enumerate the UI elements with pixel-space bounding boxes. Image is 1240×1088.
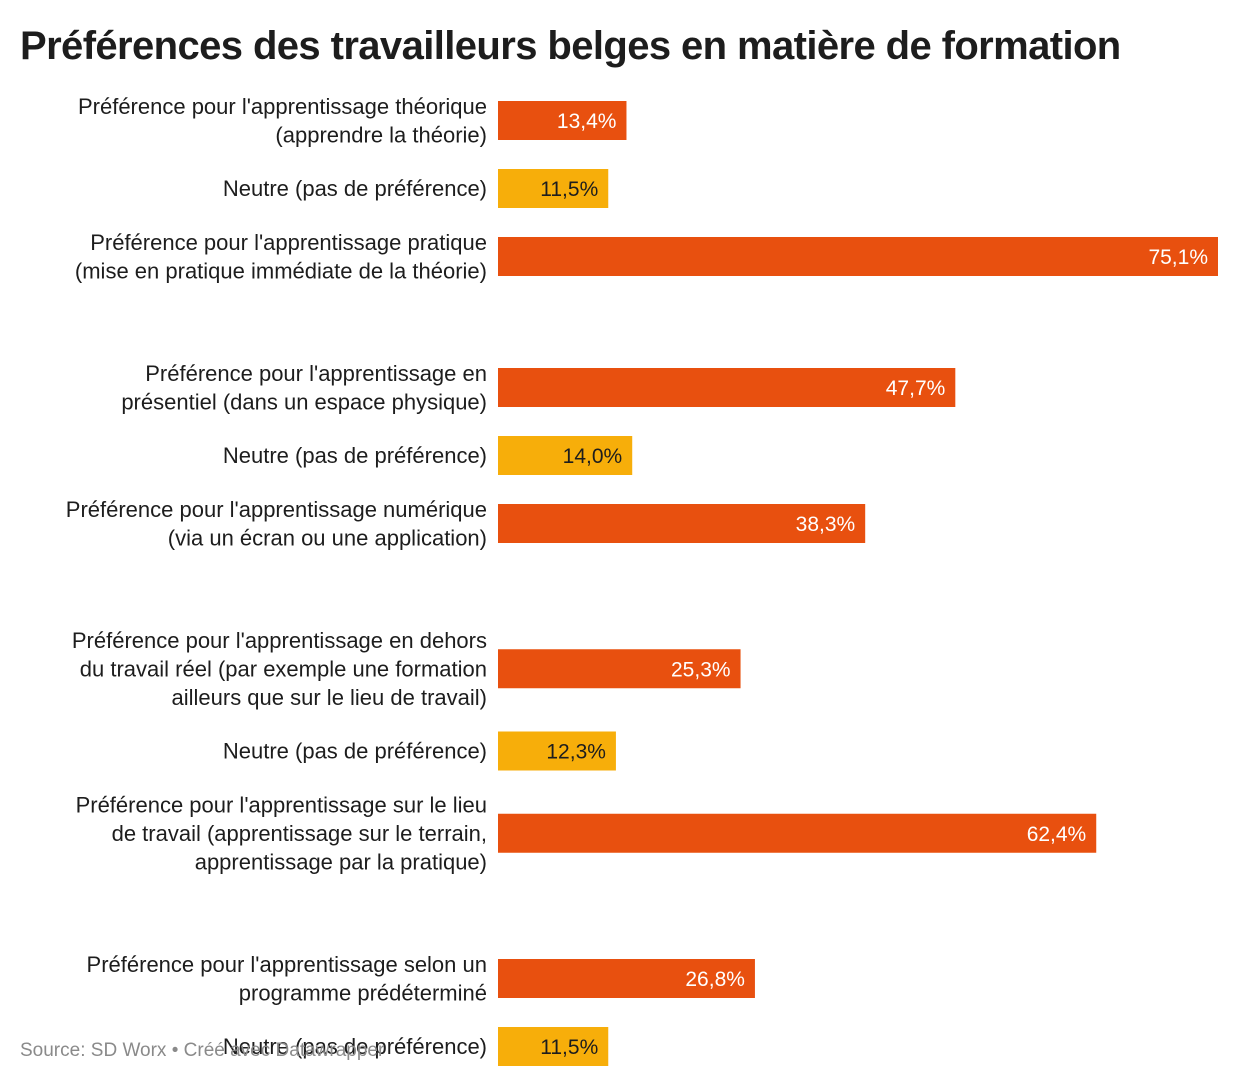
category-label: Neutre (pas de préférence) xyxy=(223,1034,487,1059)
category-label-line: Préférence pour l'apprentissage selon un xyxy=(87,952,487,977)
category-label-line: de travail (apprentissage sur le terrain… xyxy=(112,821,487,846)
category-label-line: ailleurs que sur le lieu de travail) xyxy=(172,685,488,710)
bar-preference xyxy=(498,368,956,407)
footer-separator: • xyxy=(171,1040,179,1061)
bar-neutre xyxy=(498,731,616,771)
category-label: Préférence pour l'apprentissage selon un… xyxy=(87,952,487,1006)
category-label-line: Préférence pour l'apprentissage sur le l… xyxy=(76,792,487,817)
bar-group: Préférence pour l'apprentissage en présen… xyxy=(66,361,956,551)
value-label: 14,0% xyxy=(563,445,623,468)
category-label: Préférence pour l'apprentissage théoriqu… xyxy=(78,94,487,148)
category-label-line: Neutre (pas de préférence) xyxy=(223,1034,487,1059)
category-label-line: Préférence pour l'apprentissage en dehor… xyxy=(72,628,487,653)
category-label-line: (mise en pratique immédiate de la théori… xyxy=(75,258,487,283)
source-label: Source: xyxy=(20,1040,86,1061)
bar-preference xyxy=(498,959,755,998)
value-label: 11,5% xyxy=(540,1036,598,1059)
chart-footer: Source: SD Worx • Créé avec Datawrapper xyxy=(20,1040,384,1062)
source-name: SD Worx xyxy=(90,1040,167,1061)
category-label-line: Préférence pour l'apprentissage en xyxy=(145,361,487,386)
value-label: 25,3% xyxy=(671,658,731,681)
value-label: 38,3% xyxy=(796,513,856,536)
value-label: 11,5% xyxy=(540,178,598,201)
chart-title: Préférences des travailleurs belges en m… xyxy=(20,24,1121,68)
bar-preference xyxy=(498,101,627,140)
bar-preference xyxy=(498,813,1097,853)
value-label: 26,8% xyxy=(685,968,745,991)
category-label-line: Préférence pour l'apprentissage pratique xyxy=(90,230,487,255)
bar-neutre xyxy=(498,436,633,475)
bar-neutre xyxy=(498,1027,609,1066)
category-label: Préférence pour l'apprentissage en présen… xyxy=(121,361,487,415)
category-label-line: (via un écran ou une application) xyxy=(168,525,487,550)
bar-group: Préférence pour l'apprentissage théoriqu… xyxy=(75,94,1218,284)
category-label-line: Préférence pour l'apprentissage numériqu… xyxy=(66,497,487,522)
bar-preference xyxy=(498,504,866,543)
value-label: 62,4% xyxy=(1027,823,1087,846)
category-label-line: présentiel (dans un espace physique) xyxy=(121,389,487,414)
value-label: 47,7% xyxy=(886,377,946,400)
bar-preference xyxy=(498,649,741,689)
value-label: 13,4% xyxy=(557,110,617,133)
category-label-line: programme prédéterminé xyxy=(239,980,487,1005)
bar-preference xyxy=(498,237,1218,276)
category-label-line: Neutre (pas de préférence) xyxy=(223,443,487,468)
category-label-line: Neutre (pas de préférence) xyxy=(223,176,487,201)
category-label-line: du travail réel (par exemple une formati… xyxy=(80,656,487,681)
category-label-line: Neutre (pas de préférence) xyxy=(223,739,487,764)
category-label-line: (apprendre la théorie) xyxy=(275,122,487,147)
bar-group: Préférence pour l'apprentissage en dehor… xyxy=(72,628,1097,874)
category-label: Neutre (pas de préférence) xyxy=(223,739,487,764)
bar-group: Préférence pour l'apprentissage selon un… xyxy=(87,952,755,1088)
category-label: Neutre (pas de préférence) xyxy=(223,176,487,201)
category-label-line: Préférence pour l'apprentissage théoriqu… xyxy=(78,94,487,119)
value-label: 75,1% xyxy=(1148,246,1208,269)
category-label: Préférence pour l'apprentissage numériqu… xyxy=(66,497,487,551)
category-label: Neutre (pas de préférence) xyxy=(223,443,487,468)
value-label: 12,3% xyxy=(546,741,606,764)
category-label: Préférence pour l'apprentissage pratique… xyxy=(75,230,487,284)
category-label: Préférence pour l'apprentissage en dehor… xyxy=(72,628,487,710)
category-label: Préférence pour l'apprentissage sur le l… xyxy=(76,792,487,874)
footer-credit: Créé avec Datawrapper xyxy=(183,1040,385,1061)
category-label-line: apprentissage par la pratique) xyxy=(195,849,487,874)
bar-neutre xyxy=(498,169,609,208)
